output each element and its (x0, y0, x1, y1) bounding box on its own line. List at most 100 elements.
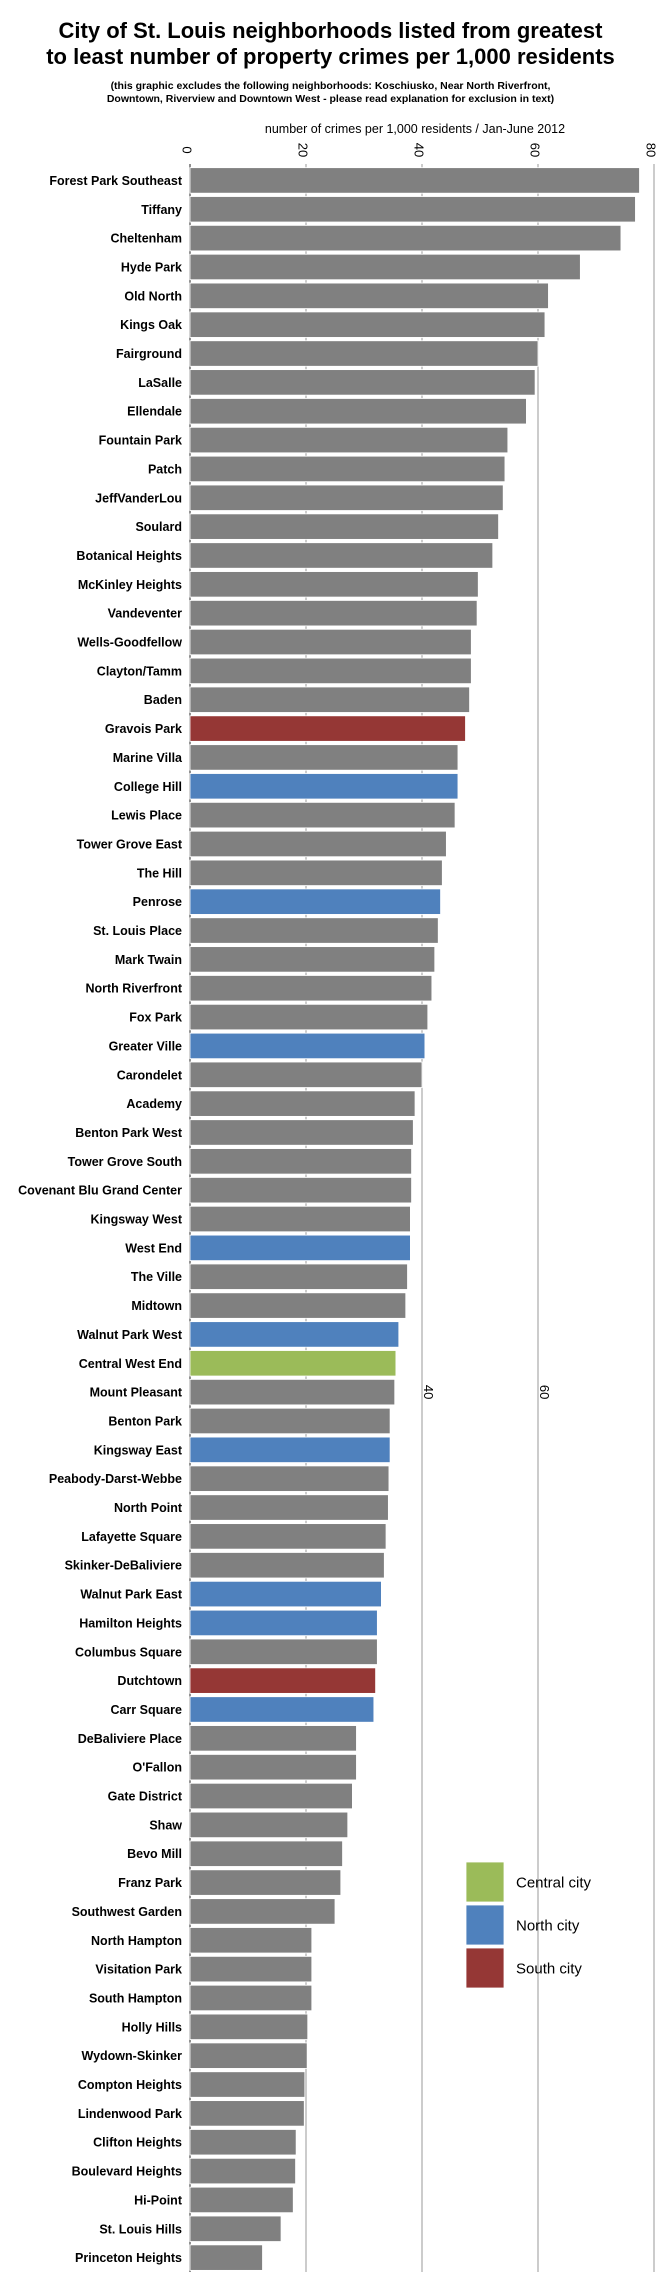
category-label: Clayton/Tamm (97, 664, 182, 678)
bar (189, 1984, 313, 2012)
bar (189, 1465, 390, 1492)
category-label: Walnut Park West (77, 1328, 183, 1342)
category-label: DeBaliviere Place (78, 1732, 182, 1746)
bar (189, 1725, 357, 1752)
category-label: North Point (114, 1501, 183, 1515)
category-label: South Hampton (89, 1991, 182, 2005)
bar (189, 2215, 282, 2242)
category-label: Carr Square (110, 1703, 182, 1717)
category-label: Walnut Park East (80, 1588, 182, 1602)
bar (189, 1754, 357, 1781)
bar (189, 340, 539, 367)
bar (189, 1292, 407, 1319)
legend-swatch (465, 1904, 505, 1946)
bar (189, 426, 509, 454)
x-tick-label: 20 (296, 143, 311, 157)
category-label: Academy (126, 1097, 182, 1111)
exclusion-note-line-2: Downtown, Riverview and Downtown West - … (106, 93, 555, 105)
bar (189, 2129, 297, 2156)
bar (189, 1350, 397, 1377)
category-label: Soulard (135, 520, 182, 534)
bar (189, 398, 527, 425)
category-label: Penrose (133, 895, 182, 909)
bar (189, 1552, 385, 1579)
category-label: Benton Park West (75, 1126, 183, 1140)
category-label: Forest Park Southeast (49, 174, 183, 188)
bar (189, 1667, 377, 1694)
bar (189, 1234, 411, 1262)
chart-title: City of St. Louis neighborhoods listed f… (0, 18, 661, 70)
category-label: Benton Park (108, 1414, 182, 1428)
bar (189, 2157, 296, 2185)
bar (189, 686, 470, 713)
x-tick-label: 0 (180, 146, 195, 153)
category-label: Dutchtown (117, 1674, 182, 1688)
bar (189, 282, 549, 309)
legend-swatch (465, 1947, 505, 1989)
bar (189, 2244, 263, 2271)
chart-title-line-1: City of St. Louis neighborhoods listed f… (58, 18, 603, 43)
bar (189, 253, 581, 281)
legend-label: North city (516, 1918, 580, 1935)
category-label: Lewis Place (111, 809, 182, 823)
category-label: Hamilton Heights (79, 1616, 182, 1630)
category-label: Kingsway East (94, 1443, 183, 1457)
category-label: Princeton Heights (75, 2251, 182, 2265)
mid-tick-label: 40 (421, 1385, 436, 1399)
bar (189, 1898, 336, 1925)
category-label: Marine Villa (113, 751, 183, 765)
bar (189, 888, 441, 915)
category-label: St. Louis Place (93, 924, 182, 938)
category-label: Tower Grove East (77, 837, 183, 851)
category-label: Shaw (149, 1818, 182, 1832)
bar (189, 2042, 308, 2069)
category-label: Visitation Park (95, 1963, 182, 1977)
category-label: Patch (148, 462, 182, 476)
bar (189, 600, 478, 627)
bar (189, 1378, 396, 1406)
category-label: Lindenwood Park (78, 2107, 182, 2121)
category-label: North Riverfront (85, 982, 182, 996)
bar (189, 1205, 411, 1233)
category-label: Covenant Blu Grand Center (18, 1184, 182, 1198)
category-label: Cheltenham (110, 232, 182, 246)
bar (189, 1321, 400, 1348)
bar (189, 830, 447, 858)
bar (189, 1090, 416, 1117)
category-label: Skinker-DeBaliviere (65, 1559, 182, 1573)
mid-tick-label: 60 (537, 1385, 552, 1399)
bar (189, 196, 636, 223)
bar (189, 1869, 342, 1896)
bar (189, 513, 499, 540)
category-label: Compton Heights (78, 2078, 182, 2092)
category-label: Mount Pleasant (90, 1386, 183, 1400)
category-label: Clifton Heights (93, 2136, 182, 2150)
category-label: Fox Park (129, 1011, 182, 1025)
category-label: College Hill (114, 780, 182, 794)
bar (189, 2186, 294, 2214)
bar (189, 744, 459, 771)
bar (189, 167, 640, 194)
category-label: West End (125, 1241, 182, 1255)
exclusion-note-line-1: (this graphic excludes the following nei… (110, 80, 551, 92)
bar (189, 1263, 408, 1290)
bar (189, 542, 494, 569)
category-label: Tower Grove South (68, 1155, 182, 1169)
bar (189, 1580, 382, 1608)
bar (189, 369, 536, 396)
bar (189, 801, 456, 829)
legend-label: South city (516, 1961, 582, 1978)
category-label: Midtown (131, 1299, 182, 1313)
category-label: O'Fallon (133, 1761, 183, 1775)
category-label: Botanical Heights (76, 549, 182, 563)
category-label: Kings Oak (120, 318, 182, 332)
bar (189, 1696, 375, 1723)
category-label: Gate District (108, 1790, 183, 1804)
category-label: Kingsway West (91, 1213, 183, 1227)
bar (189, 1494, 389, 1521)
category-label: Ellendale (127, 405, 182, 419)
category-label: North Hampton (91, 1934, 182, 1948)
chart-title-line-2: to least number of property crimes per 1… (46, 44, 615, 69)
x-tick-label: 60 (528, 143, 543, 157)
